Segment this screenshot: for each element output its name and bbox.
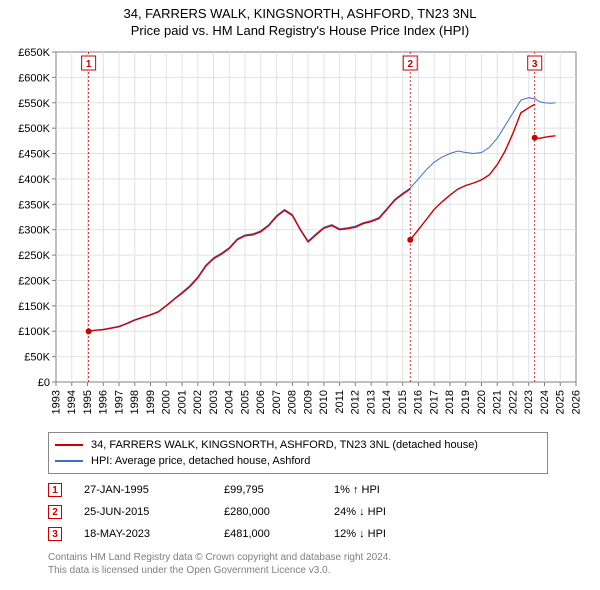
svg-text:2026: 2026	[570, 390, 582, 414]
svg-text:2002: 2002	[192, 390, 204, 414]
legend-swatch	[55, 444, 83, 446]
svg-text:2022: 2022	[507, 390, 519, 414]
svg-text:2021: 2021	[492, 390, 504, 414]
event-date: 27-JAN-1995	[84, 484, 224, 496]
svg-text:2016: 2016	[413, 390, 425, 414]
event-price: £280,000	[224, 506, 334, 518]
chart-container: 34, FARRERS WALK, KINGSNORTH, ASHFORD, T…	[0, 0, 600, 590]
svg-text:2011: 2011	[334, 390, 346, 414]
svg-text:2012: 2012	[350, 390, 362, 414]
svg-text:£400K: £400K	[18, 174, 50, 186]
svg-text:2001: 2001	[176, 390, 188, 414]
chart-plot: £0 £50K £100K £150K £200K £250K £300K £350K £400…	[8, 44, 592, 424]
svg-text:2009: 2009	[302, 390, 314, 414]
event-diff: 12% ↓ HPI	[334, 528, 548, 540]
svg-text:£600K: £600K	[18, 72, 50, 84]
svg-text:1: 1	[86, 59, 92, 70]
svg-text:2: 2	[407, 59, 413, 70]
chart-title-line1: 34, FARRERS WALK, KINGSNORTH, ASHFORD, T…	[0, 0, 600, 21]
svg-text:£150K: £150K	[18, 301, 50, 313]
svg-text:2015: 2015	[397, 390, 409, 414]
svg-text:3: 3	[532, 59, 538, 70]
svg-text:1999: 1999	[145, 390, 157, 414]
event-date: 18-MAY-2023	[84, 528, 224, 540]
svg-text:£550K: £550K	[18, 98, 50, 110]
svg-text:1998: 1998	[129, 390, 141, 414]
legend-item: HPI: Average price, detached house, Ashf…	[55, 453, 541, 469]
svg-text:1996: 1996	[98, 390, 110, 414]
event-price: £481,000	[224, 528, 334, 540]
event-marker: 2	[48, 505, 62, 519]
legend-box: 34, FARRERS WALK, KINGSNORTH, ASHFORD, T…	[48, 432, 548, 474]
svg-text:£200K: £200K	[18, 275, 50, 287]
svg-text:2018: 2018	[444, 390, 456, 414]
svg-text:2003: 2003	[208, 390, 220, 414]
svg-text:2024: 2024	[539, 390, 551, 414]
event-marker: 3	[48, 527, 62, 541]
svg-text:2019: 2019	[460, 390, 472, 414]
legend-swatch	[55, 460, 83, 462]
event-diff: 24% ↓ HPI	[334, 506, 548, 518]
legend-label: HPI: Average price, detached house, Ashf…	[91, 455, 310, 467]
svg-text:£100K: £100K	[18, 326, 50, 338]
svg-text:£650K: £650K	[18, 47, 50, 59]
event-row: 2 25-JUN-2015£280,00024% ↓ HPI	[48, 502, 548, 522]
svg-text:2008: 2008	[287, 390, 299, 414]
svg-text:2025: 2025	[555, 390, 567, 414]
svg-text:2023: 2023	[523, 390, 535, 414]
event-date: 25-JUN-2015	[84, 506, 224, 518]
event-row: 3 18-MAY-2023£481,00012% ↓ HPI	[48, 524, 548, 544]
footer-line2: This data is licensed under the Open Gov…	[48, 565, 548, 578]
chart-footer: Contains HM Land Registry data © Crown c…	[48, 552, 548, 577]
svg-text:£500K: £500K	[18, 123, 50, 135]
chart-svg: £0 £50K £100K £150K £200K £250K £300K £350K £400…	[8, 44, 592, 424]
footer-line1: Contains HM Land Registry data © Crown c…	[48, 552, 548, 565]
legend-label: 34, FARRERS WALK, KINGSNORTH, ASHFORD, T…	[91, 439, 478, 451]
chart-title-line2: Price paid vs. HM Land Registry's House …	[0, 21, 600, 38]
svg-text:2005: 2005	[239, 390, 251, 414]
svg-text:2010: 2010	[318, 390, 330, 414]
svg-text:£350K: £350K	[18, 199, 50, 211]
legend-item: 34, FARRERS WALK, KINGSNORTH, ASHFORD, T…	[55, 437, 541, 453]
events-list: 1 27-JAN-1995£99,7951% ↑ HPI 2 25-JUN-2015£…	[48, 480, 548, 546]
svg-text:£0: £0	[38, 377, 50, 389]
svg-text:1997: 1997	[113, 390, 125, 414]
event-price: £99,795	[224, 484, 334, 496]
svg-text:2004: 2004	[224, 390, 236, 414]
event-diff: 1% ↑ HPI	[334, 484, 548, 496]
svg-text:2000: 2000	[161, 390, 173, 414]
svg-text:2007: 2007	[271, 390, 283, 414]
svg-text:2020: 2020	[476, 390, 488, 414]
svg-text:2014: 2014	[381, 390, 393, 414]
svg-text:£300K: £300K	[18, 225, 50, 237]
svg-text:1995: 1995	[82, 390, 94, 414]
svg-text:1994: 1994	[66, 390, 78, 414]
svg-text:2017: 2017	[428, 390, 440, 414]
svg-text:1993: 1993	[50, 390, 62, 414]
svg-text:2013: 2013	[365, 390, 377, 414]
svg-text:£50K: £50K	[24, 352, 50, 364]
svg-text:£250K: £250K	[18, 250, 50, 262]
svg-text:2006: 2006	[255, 390, 267, 414]
event-row: 1 27-JAN-1995£99,7951% ↑ HPI	[48, 480, 548, 500]
svg-text:£450K: £450K	[18, 149, 50, 161]
event-marker: 1	[48, 483, 62, 497]
